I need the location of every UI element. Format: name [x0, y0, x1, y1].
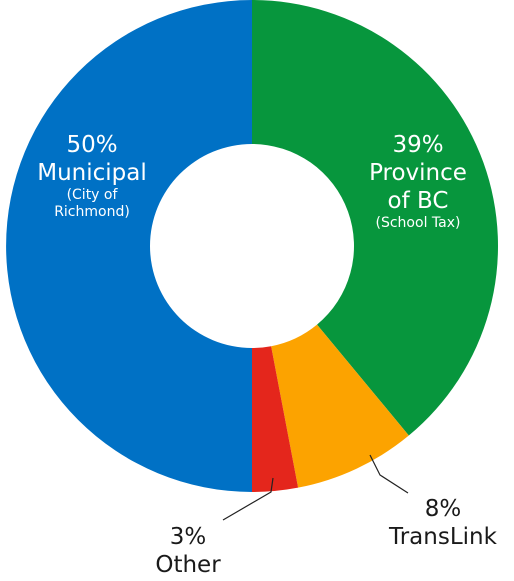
- slice-translink: [271, 324, 409, 488]
- sub-label-province: (School Tax): [376, 215, 461, 231]
- slice-municipal: [6, 0, 253, 492]
- leader-line-other: [222, 477, 274, 521]
- pct-label-municipal: 50%: [66, 132, 117, 158]
- name-label-translink: TransLink: [388, 524, 498, 550]
- pct-label-translink: 8%: [425, 496, 462, 522]
- leader-line-translink: [369, 454, 409, 494]
- name-label-province: of BC: [388, 188, 449, 214]
- name-label-other: Other: [155, 552, 221, 578]
- name-label-municipal: Municipal: [37, 160, 147, 186]
- sub-label-municipal: (City of: [67, 187, 119, 203]
- name-label-province: Province: [369, 160, 467, 186]
- sub-label-municipal: Richmond): [54, 204, 130, 220]
- pct-label-other: 3%: [170, 524, 207, 550]
- slice-province: [252, 0, 498, 436]
- pct-label-province: 39%: [392, 132, 443, 158]
- slice-other: [252, 346, 299, 492]
